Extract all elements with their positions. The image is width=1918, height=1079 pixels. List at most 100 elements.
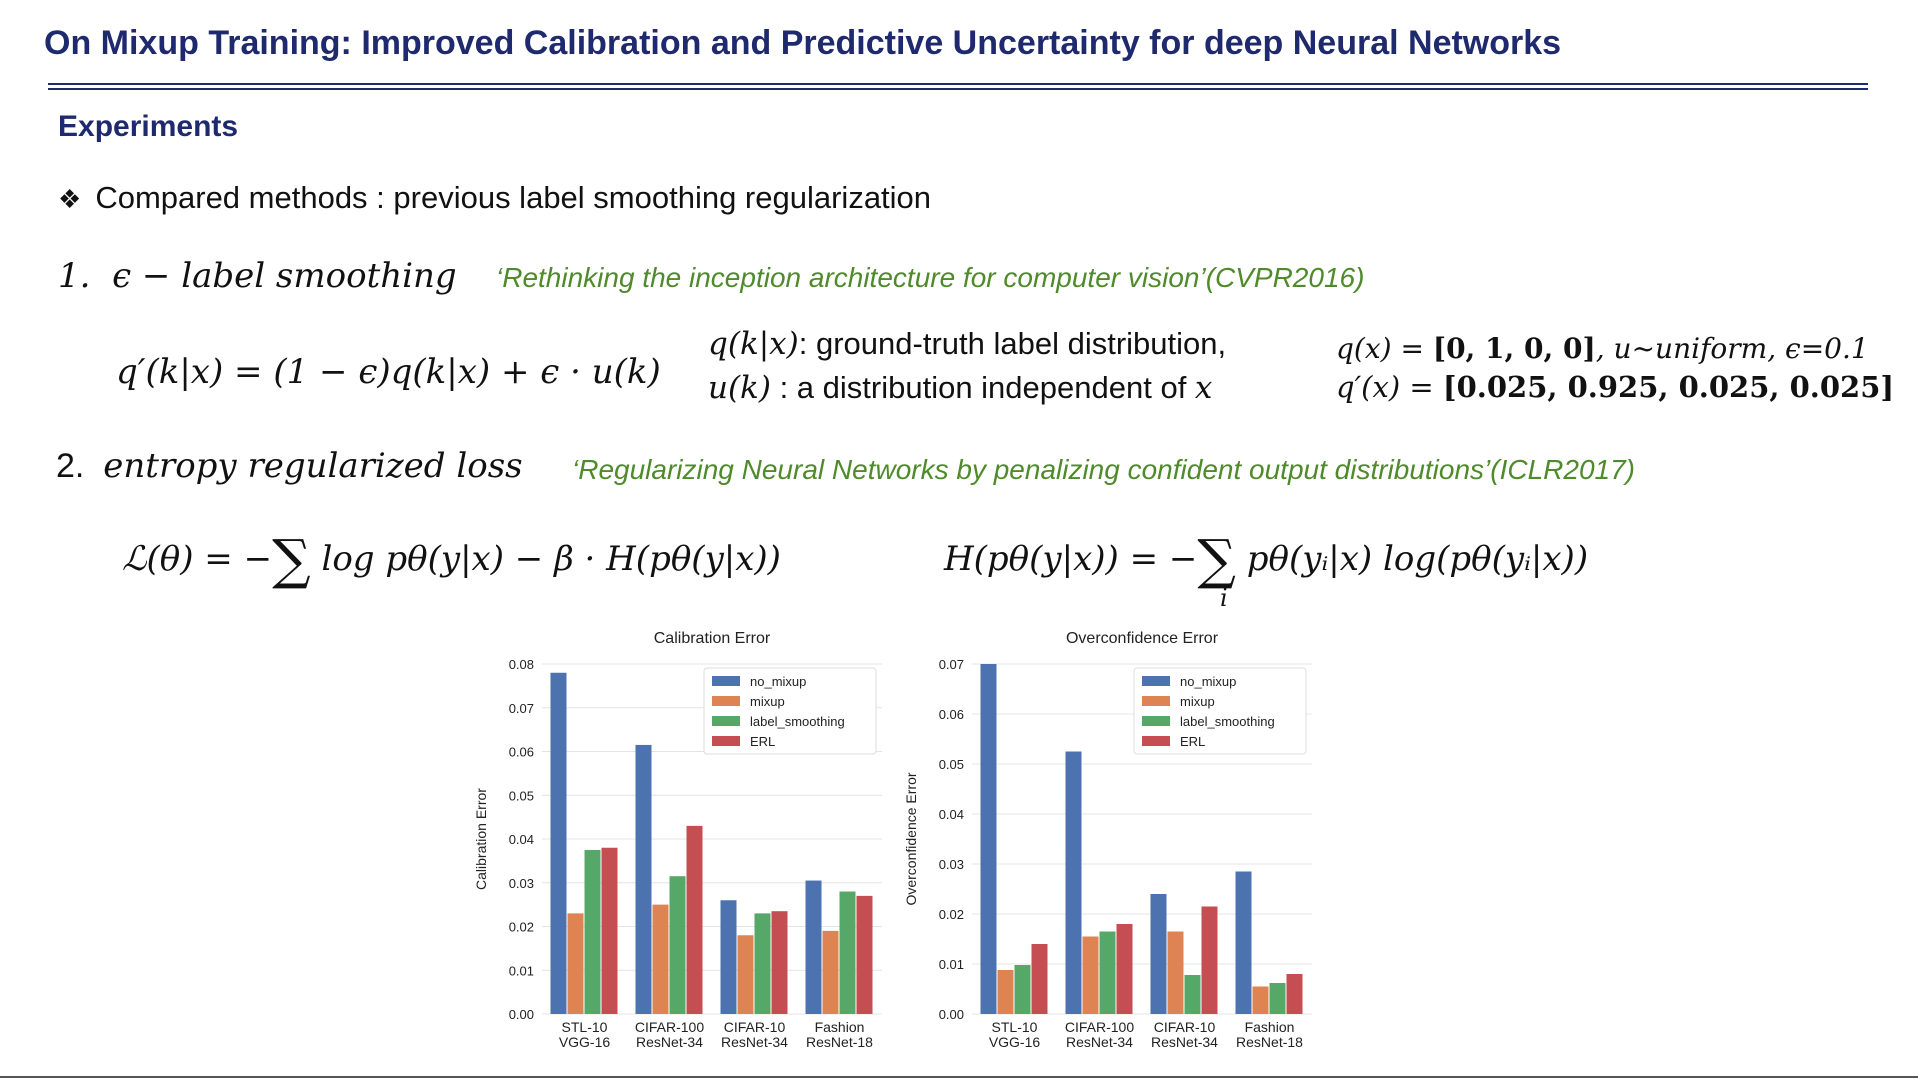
title-rule-bottom <box>48 88 1868 90</box>
y-tick-label: 0.04 <box>509 832 534 847</box>
entropy-lhs: H(pθ(y|x)) = − <box>944 539 1198 579</box>
legend-swatch-mixup <box>1142 696 1170 706</box>
bar-no-mixup-3 <box>1150 894 1167 1014</box>
bar-no-mixup-4 <box>1235 871 1252 1014</box>
y-axis-label: Calibration Error <box>473 788 489 890</box>
legend-label-no-mixup: no_mixup <box>1180 674 1236 689</box>
bar-label-smoothing-2 <box>1099 931 1116 1014</box>
bullet-line: ❖ Compared methods : previous label smoot… <box>58 180 931 216</box>
u-definition: u(k) : a distribution independent of x <box>708 370 1212 406</box>
y-tick-label: 0.02 <box>939 907 964 922</box>
x-tick-label: STL-10 <box>562 1019 608 1035</box>
bar-label-smoothing-1 <box>584 849 601 1014</box>
overconfidence-error-chart: Overconfidence Error 0.00 0.01 0.02 0.03 0.04… <box>903 630 1312 1050</box>
x-tick-label: VGG-16 <box>989 1034 1041 1050</box>
bar-label-smoothing-3 <box>1184 975 1201 1014</box>
y-tick-label: 0.01 <box>509 963 534 978</box>
bar-mixup-3 <box>1167 931 1184 1014</box>
bar-mixup-3 <box>737 935 754 1014</box>
method-2-heading: 2. entropy regularized loss <box>56 446 523 486</box>
x-tick-label: CIFAR-100 <box>635 1019 704 1035</box>
x-tick-label: Fashion <box>1245 1019 1295 1035</box>
bar-erl-2 <box>686 825 703 1014</box>
bar-mixup-2 <box>1082 936 1099 1014</box>
slide-title: On Mixup Training: Improved Calibration … <box>44 24 1562 62</box>
diamond-bullet-icon: ❖ <box>58 184 82 214</box>
sum-symbol: ∑ <box>272 528 311 591</box>
y-tick-label: 0.04 <box>939 807 964 822</box>
u-symbol: u(k) <box>708 370 771 406</box>
x-tick-label: ResNet-18 <box>1236 1034 1303 1050</box>
y-tick-label: 0.07 <box>509 701 534 716</box>
entropy-sum-symbol: ∑ <box>1197 528 1236 591</box>
q-prime-example: q′(x) = [0.025, 0.925, 0.025, 0.025] <box>1336 370 1894 404</box>
legend-swatch-label-smoothing <box>1142 716 1170 726</box>
bar-mixup-2 <box>652 904 669 1014</box>
y-tick-label: 0.05 <box>939 757 964 772</box>
bar-label-smoothing-3 <box>754 913 771 1014</box>
bar-mixup-1 <box>567 913 584 1014</box>
legend-label-label-smoothing: label_smoothing <box>1180 714 1275 729</box>
q-prime-example-lhs: q′(x) = <box>1336 370 1443 404</box>
u-definition-text: : a distribution independent of <box>770 370 1195 405</box>
y-tick-label: 0.00 <box>509 1007 534 1022</box>
y-tick-label: 0.03 <box>509 876 534 891</box>
entropy-loss-equation: ℒ(θ) = −∑ log pθ(y|x) − β · H(pθ(y|x)) <box>122 528 781 591</box>
method-2-number: 2. <box>56 447 85 485</box>
label-smoothing-equation: q′(k|x) = (1 − ϵ)q(k|x) + ϵ · u(k) <box>116 352 661 392</box>
q-example-lhs: q(x) = <box>1336 332 1433 365</box>
y-tick-label: 0.05 <box>509 788 534 803</box>
legend-box <box>1133 667 1307 755</box>
q-prime-example-vector: [0.025, 0.925, 0.025, 0.025] <box>1442 370 1895 404</box>
x-tick-label: ResNet-18 <box>806 1034 873 1050</box>
bar-erl-3 <box>771 911 788 1014</box>
bar-no-mixup-1 <box>980 664 997 1014</box>
legend-swatch-erl <box>1142 736 1170 746</box>
q-definition: q(k|x): ground-truth label distribution, <box>708 326 1226 362</box>
y-tick-label: 0.06 <box>939 707 964 722</box>
bar-erl-1 <box>601 847 618 1014</box>
method-2-name: entropy regularized loss <box>103 446 523 486</box>
legend-swatch-mixup <box>712 696 740 706</box>
bar-no-mixup-2 <box>1065 751 1082 1014</box>
method-1-heading: 1. ϵ − label smoothing <box>58 256 457 296</box>
x-tick-label: CIFAR-100 <box>1065 1019 1134 1035</box>
bar-no-mixup-4 <box>805 880 822 1014</box>
legend-label-label-smoothing: label_smoothing <box>750 714 845 729</box>
y-tick-label: 0.07 <box>939 657 964 672</box>
bar-mixup-4 <box>1252 986 1269 1014</box>
x-tick-label: ResNet-34 <box>1066 1034 1133 1050</box>
y-tick-label: 0.02 <box>509 920 534 935</box>
bar-label-smoothing-1 <box>1014 965 1031 1014</box>
legend-swatch-no-mixup <box>712 676 740 686</box>
x-tick-label: ResNet-34 <box>721 1034 788 1050</box>
legend-swatch-no-mixup <box>1142 676 1170 686</box>
q-example: q(x) = [0, 1, 0, 0], u~uniform, ϵ=0.1 <box>1336 332 1869 365</box>
entropy-definition-equation: H(pθ(y|x)) = −∑ pθ(yᵢ|x) log(pθ(yᵢ|x)) <box>944 528 1588 591</box>
loss-rhs: log pθ(y|x) − β · H(pθ(y|x)) <box>321 539 781 579</box>
q-definition-text: : ground-truth label distribution, <box>798 326 1227 361</box>
y-tick-label: 0.06 <box>509 745 534 760</box>
q-symbol: q(k|x) <box>708 326 799 362</box>
calibration-error-chart: Calibration Error 0.00 0.01 0.02 0.03 0.04 0.0… <box>473 630 882 1050</box>
q-example-vector: [0, 1, 0, 0] <box>1432 332 1596 365</box>
bar-label-smoothing-4 <box>839 891 856 1014</box>
entropy-sum-index: i <box>1220 584 1228 612</box>
x-tick-label: Fashion <box>815 1019 865 1035</box>
x-tick-label: ResNet-34 <box>636 1034 703 1050</box>
bar-mixup-4 <box>822 930 839 1014</box>
bar-erl-4 <box>1286 974 1303 1014</box>
entropy-rhs: pθ(yᵢ|x) log(pθ(yᵢ|x)) <box>1246 539 1589 579</box>
bar-no-mixup-2 <box>635 744 652 1014</box>
legend-swatch-erl <box>712 736 740 746</box>
bar-erl-2 <box>1116 924 1133 1014</box>
legend-label-mixup: mixup <box>1180 694 1215 709</box>
legend-swatch-label-smoothing <box>712 716 740 726</box>
y-tick-label: 0.08 <box>509 657 534 672</box>
title-rule-top <box>48 83 1868 85</box>
chart-title: Calibration Error <box>654 630 771 647</box>
method-1-number: 1. <box>58 256 91 296</box>
y-tick-label: 0.00 <box>939 1007 964 1022</box>
bar-no-mixup-3 <box>720 900 737 1014</box>
bar-label-smoothing-2 <box>669 876 686 1014</box>
